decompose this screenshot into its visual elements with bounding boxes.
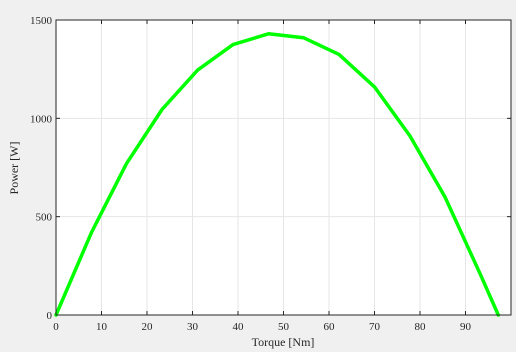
x-tick-label: 30: [187, 321, 199, 333]
x-tick-label: 40: [233, 321, 245, 333]
y-tick-label: 1500: [30, 15, 53, 27]
x-tick-label: 0: [53, 321, 59, 333]
y-tick-label: 0: [47, 310, 53, 322]
x-tick-label: 20: [142, 321, 154, 333]
x-tick-label: 70: [369, 321, 381, 333]
x-axis-ticks: 0 10 20 30 40 50 60 70 80 90: [53, 20, 472, 333]
x-tick-label: 80: [415, 321, 427, 333]
x-tick-label: 10: [96, 321, 108, 333]
y-tick-label: 1000: [30, 113, 53, 125]
power-curve-line: [54, 32, 501, 317]
y-axis-ticks: 0 500 1000 1500: [30, 15, 511, 322]
x-tick-label: 60: [324, 321, 336, 333]
x-tick-label: 50: [278, 321, 290, 333]
x-axis-label: Torque [Nm]: [252, 335, 315, 349]
y-tick-label: 500: [36, 212, 53, 224]
x-tick-label: 90: [460, 321, 472, 333]
y-axis-label: Power [W]: [7, 142, 21, 195]
